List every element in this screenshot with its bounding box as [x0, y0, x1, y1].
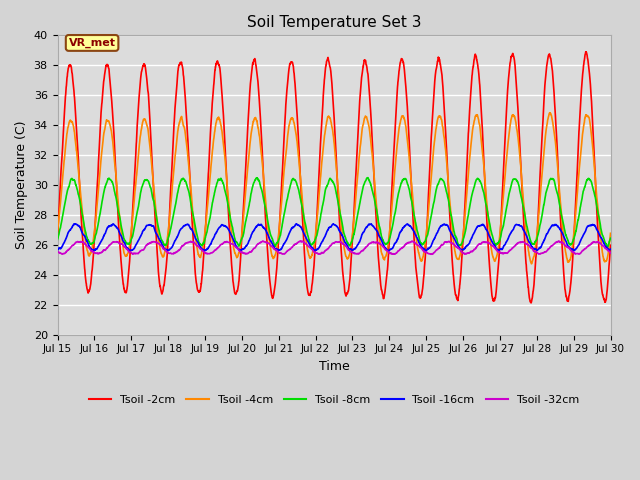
Title: Soil Temperature Set 3: Soil Temperature Set 3 [247, 15, 421, 30]
X-axis label: Time: Time [319, 360, 349, 373]
Text: VR_met: VR_met [68, 38, 116, 48]
Y-axis label: Soil Temperature (C): Soil Temperature (C) [15, 120, 28, 249]
Legend: Tsoil -2cm, Tsoil -4cm, Tsoil -8cm, Tsoil -16cm, Tsoil -32cm: Tsoil -2cm, Tsoil -4cm, Tsoil -8cm, Tsoi… [84, 391, 584, 410]
